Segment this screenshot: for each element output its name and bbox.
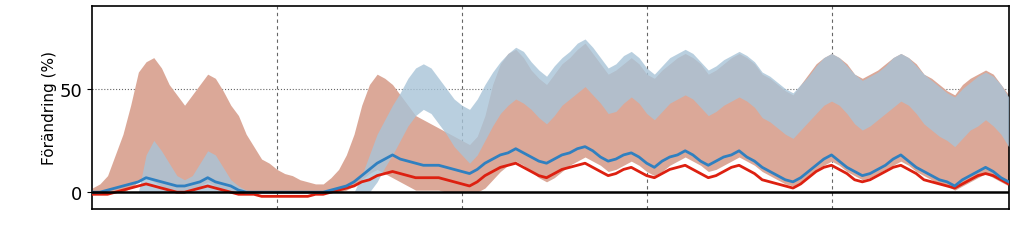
- Y-axis label: Förändring (%): Förändring (%): [42, 51, 57, 165]
